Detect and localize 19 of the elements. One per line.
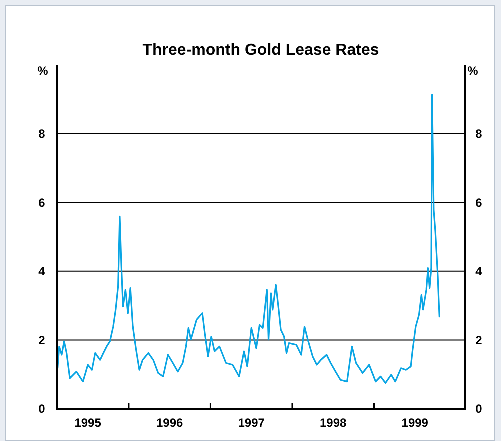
- y2-tick-label: 4: [476, 264, 483, 279]
- y-tick-label: 2: [38, 333, 46, 348]
- x-tick-label: 1998: [320, 416, 348, 430]
- y-tick-label: 6: [38, 196, 46, 210]
- y2-tick-label: 0: [476, 402, 483, 416]
- y2-tick-label: 8: [476, 127, 483, 141]
- line-series: [57, 94, 440, 384]
- x-tick-label: 1997: [238, 416, 266, 430]
- y-tick-label: 0: [38, 402, 46, 416]
- x-tick-label: 1999: [402, 416, 429, 430]
- x-tick-label: 1996: [156, 416, 184, 430]
- chart-title: Three-month Gold Lease Rates: [142, 42, 380, 59]
- y2-axis-title: %: [468, 64, 479, 78]
- y2-tick-label: 6: [476, 196, 483, 210]
- y-tick-label: 8: [38, 127, 46, 141]
- x-tick-label: 1995: [74, 416, 102, 430]
- y2-tick-label: 2: [476, 333, 483, 348]
- y-axis-title: %: [38, 64, 49, 78]
- y-tick-label: 4: [38, 264, 46, 279]
